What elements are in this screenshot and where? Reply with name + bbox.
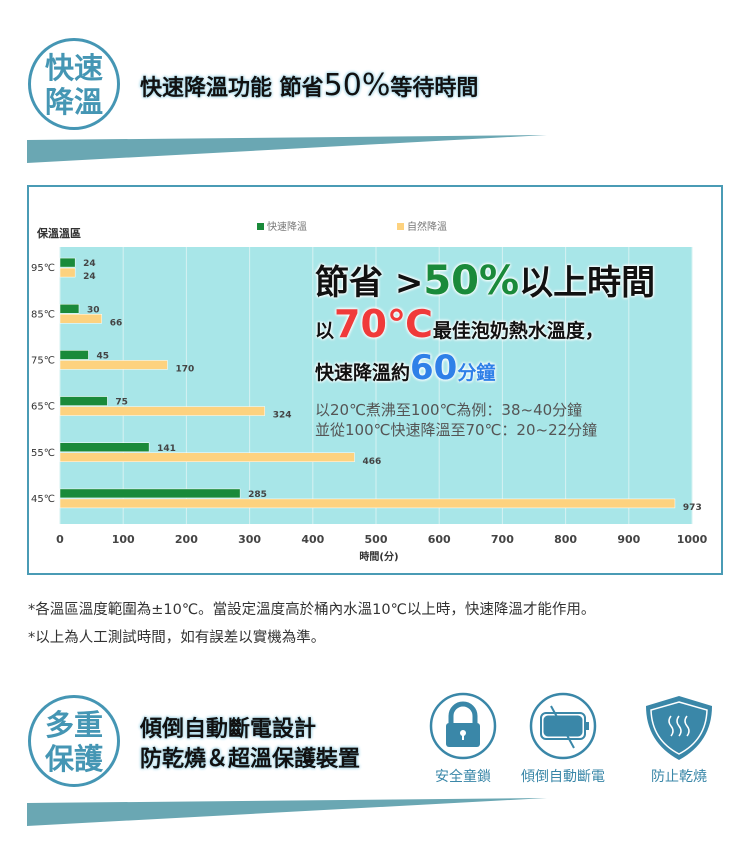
tilt-power-off-icon [529,692,597,760]
y-tick-label: 55℃ [31,448,55,459]
bar [59,257,76,268]
data-label: 24 [83,259,96,269]
data-label: 45 [96,351,109,361]
data-label: 324 [273,411,292,421]
data-label: 24 [83,272,96,282]
y-tick-label: 85℃ [31,309,55,320]
lock-icon [429,692,497,760]
data-label: 141 [157,444,176,454]
section-badge-fast-cooling: 快速 降溫 [28,38,120,130]
overlay-example: 以20℃煮沸至100℃為例：38~40分鐘 並從100℃快速降溫至70℃：20~2… [315,401,598,439]
y-tick-label: 75℃ [31,355,55,366]
data-label: 75 [115,398,128,408]
x-tick-label: 900 [617,533,640,546]
bar-chart: 0 100 200 300 400 500 600 700 800 900 1000 保溫溫區時間(分… [31,220,708,563]
data-label: 466 [363,457,382,467]
legend-swatch [397,223,404,230]
data-label: 973 [683,503,702,513]
legend-label: 自然降溫 [407,220,447,233]
x-tick-label: 100 [112,533,135,546]
feature-label: 防止乾燒 [651,769,707,785]
y-tick-label: 95℃ [31,263,55,274]
x-tick-label: 200 [175,533,198,546]
bar [59,360,168,370]
overlay-line-3: 快速降溫約60分鐘 [315,348,496,388]
data-label: 66 [110,318,123,328]
x-tick-label: 500 [365,533,388,546]
data-label: 170 [175,364,194,374]
shield-heat-icon [646,696,712,760]
data-label: 30 [87,305,100,315]
x-tick-label: 600 [428,533,451,546]
bar [59,452,355,462]
feature-child-lock: 安全童鎖 [408,692,518,786]
bar [59,314,102,324]
section-badge-protection: 多重 保護 [28,695,120,787]
x-tick-label: 1000 [677,533,708,546]
section-headline: 快速降溫功能 節省50%等待時間 [140,68,479,103]
legend-swatch [257,223,264,230]
bar [59,267,76,278]
feature-tilt-power-off: 傾倒自動斷電 [508,692,618,786]
bar [59,498,676,509]
y-axis-title: 保溫溫區 [36,226,81,240]
x-tick-label: 0 [56,533,64,546]
x-tick-label: 300 [238,533,261,546]
bar [59,304,80,314]
legend-label: 快速降溫 [267,220,307,233]
chart-frame: 0 100 200 300 400 500 600 700 800 900 1000 保溫溫區時間(分… [27,185,723,575]
feature-dry-burn-protection: 防止乾燒 [624,692,734,786]
x-axis-title: 時間(分) [359,550,398,563]
overlay-line-2: 以70℃最佳泡奶熱水溫度， [315,302,604,346]
y-tick-label: 45℃ [31,494,55,505]
bar [59,442,150,452]
bar [59,406,266,416]
feature-label: 安全童鎖 [435,769,491,785]
overlay-line-1: 節省 >50%以上時間 [315,258,656,304]
x-tick-label: 400 [301,533,324,546]
note-1: *各溫區溫度範圍為±10℃。當設定溫度高於桶內水溫10℃以上時，快速降溫才能作用… [28,602,596,618]
x-tick-label: 700 [491,533,514,546]
feature-label: 傾倒自動斷電 [521,769,605,785]
bar [59,396,108,406]
protection-headline: 傾倒自動斷電設計 防乾燒＆超溫保護裝置 [140,717,361,772]
divider-wedge [27,135,547,163]
x-tick-label: 800 [554,533,577,546]
divider-wedge-2 [27,798,547,826]
bar [59,488,241,499]
data-label: 285 [248,490,267,500]
note-2: *以上為人工測試時間，如有誤差以實機為準。 [28,630,326,646]
y-tick-label: 65℃ [31,402,55,413]
bar [59,350,89,360]
